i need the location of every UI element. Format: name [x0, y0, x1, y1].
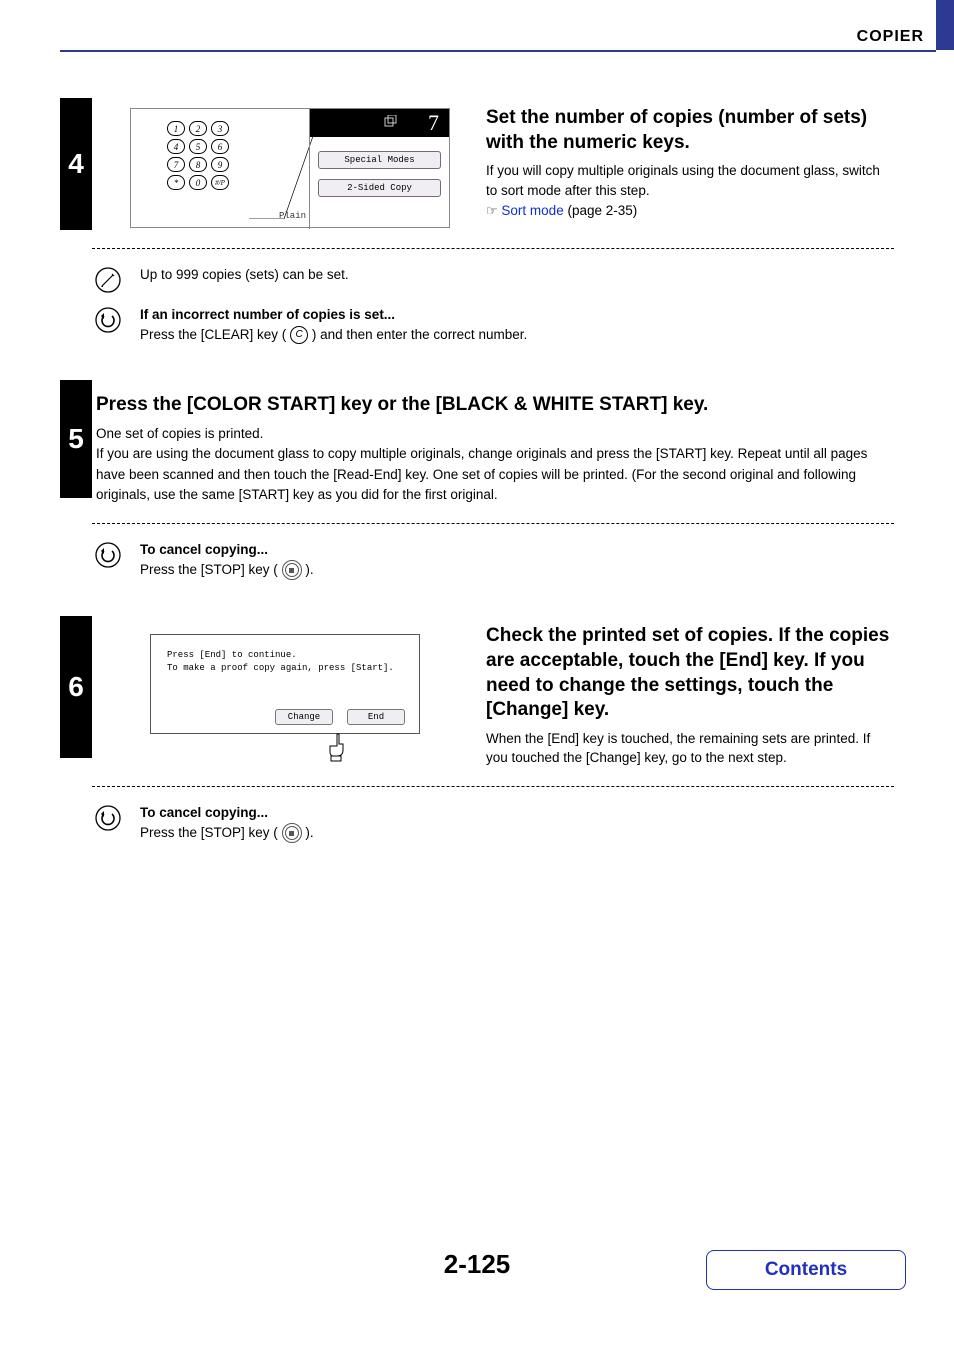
dashed-separator: [92, 786, 894, 787]
dashed-separator: [92, 248, 894, 249]
keypad-illustration: 1 2 3 4 5 6 7 8: [92, 98, 482, 238]
softkey-2sided: 2-Sided Copy: [318, 179, 441, 197]
undo-icon: [92, 803, 124, 831]
key-4: 4: [167, 139, 185, 154]
stop-key-icon: [282, 823, 302, 843]
step4-note1-text: Up to 999 copies (sets) can be set.: [140, 267, 349, 282]
key-9: 9: [211, 157, 229, 172]
dialog-change-button: Change: [275, 709, 333, 725]
plain-label: Plain: [279, 211, 306, 221]
step6-note-before: Press the [STOP] key (: [140, 825, 278, 840]
step5-p2: If you are using the document glass to c…: [96, 444, 890, 505]
key-hash-p: #/P: [211, 175, 229, 190]
sort-mode-page-ref: (page 2-35): [564, 203, 638, 218]
step6-note: To cancel copying... Press the [STOP] ke…: [92, 799, 894, 851]
key-0: 0: [189, 175, 207, 190]
softkey-special-modes: Special Modes: [318, 151, 441, 169]
key-2: 2: [189, 121, 207, 136]
main-content: 4 1 2 3 4 5: [60, 98, 894, 879]
step6-heading: Check the printed set of copies. If the …: [486, 624, 890, 723]
copies-icon: [384, 115, 398, 131]
key-6: 6: [211, 139, 229, 154]
step-number: 4: [68, 148, 84, 180]
copies-count: 7: [428, 110, 439, 136]
step6-description: When the [End] key is touched, the remai…: [486, 729, 890, 768]
contents-button[interactable]: Contents: [706, 1250, 906, 1290]
pointer-hand-icon: [325, 732, 355, 762]
clear-key-icon: C: [290, 326, 308, 344]
undo-icon: [92, 540, 124, 568]
step4-note2-before: Press the [CLEAR] key (: [140, 327, 286, 342]
step5-p1: One set of copies is printed.: [96, 424, 890, 444]
step-number-bar: 5: [60, 380, 92, 498]
dashed-separator: [92, 523, 894, 524]
step5-note-after: ).: [305, 562, 313, 577]
step4-note-2: If an incorrect number of copies is set.…: [92, 301, 894, 352]
sort-mode-link[interactable]: Sort mode: [501, 203, 563, 218]
step5-note-heading: To cancel copying...: [140, 542, 268, 557]
key-8: 8: [189, 157, 207, 172]
step-number-bar: 6: [60, 616, 92, 758]
dialog-line2: To make a proof copy again, press [Start…: [167, 662, 405, 675]
step4-note2-after: ) and then enter the correct number.: [312, 327, 527, 342]
key-1: 1: [167, 121, 185, 136]
step4-heading: Set the number of copies (number of sets…: [486, 106, 890, 155]
pencil-icon: [92, 265, 124, 293]
step-6: 6 Press [End] to continue. To make a pro…: [60, 616, 894, 851]
pointer-icon: ☞: [486, 203, 498, 218]
dialog-illustration: Press [End] to continue. To make a proof…: [92, 616, 482, 744]
section-header: COPIER: [857, 28, 924, 46]
step-5: 5 Press the [COLOR START] key or the [BL…: [60, 380, 894, 588]
step4-description: If you will copy multiple originals usin…: [486, 161, 890, 220]
header-rule: [60, 50, 936, 52]
step5-note: To cancel copying... Press the [STOP] ke…: [92, 536, 894, 588]
step5-note-before: Press the [STOP] key (: [140, 562, 278, 577]
undo-icon: [92, 305, 124, 333]
step-number-bar: 4: [60, 98, 92, 230]
dialog-end-button: End: [347, 709, 405, 725]
step6-note-heading: To cancel copying...: [140, 805, 268, 820]
stop-key-icon: [282, 560, 302, 580]
step6-note-after: ).: [305, 825, 313, 840]
step-number: 6: [68, 671, 84, 703]
step-4: 4 1 2 3 4 5: [60, 98, 894, 352]
key-3: 3: [211, 121, 229, 136]
step-number: 5: [68, 423, 84, 455]
key-7: 7: [167, 157, 185, 172]
dialog-line1: Press [End] to continue.: [167, 649, 405, 662]
header-accent-bar: [936, 0, 954, 50]
step4-note2-heading: If an incorrect number of copies is set.…: [140, 307, 395, 322]
numeric-keypad: 1 2 3 4 5 6 7 8: [167, 121, 229, 193]
display-panel: 7 Special Modes 2-Sided Copy: [309, 109, 449, 229]
key-5: 5: [189, 139, 207, 154]
step4-desc-text: If you will copy multiple originals usin…: [486, 163, 880, 198]
key-star: *: [167, 175, 185, 190]
step5-heading: Press the [COLOR START] key or the [BLAC…: [96, 394, 890, 416]
step4-note-1: Up to 999 copies (sets) can be set.: [92, 261, 894, 301]
